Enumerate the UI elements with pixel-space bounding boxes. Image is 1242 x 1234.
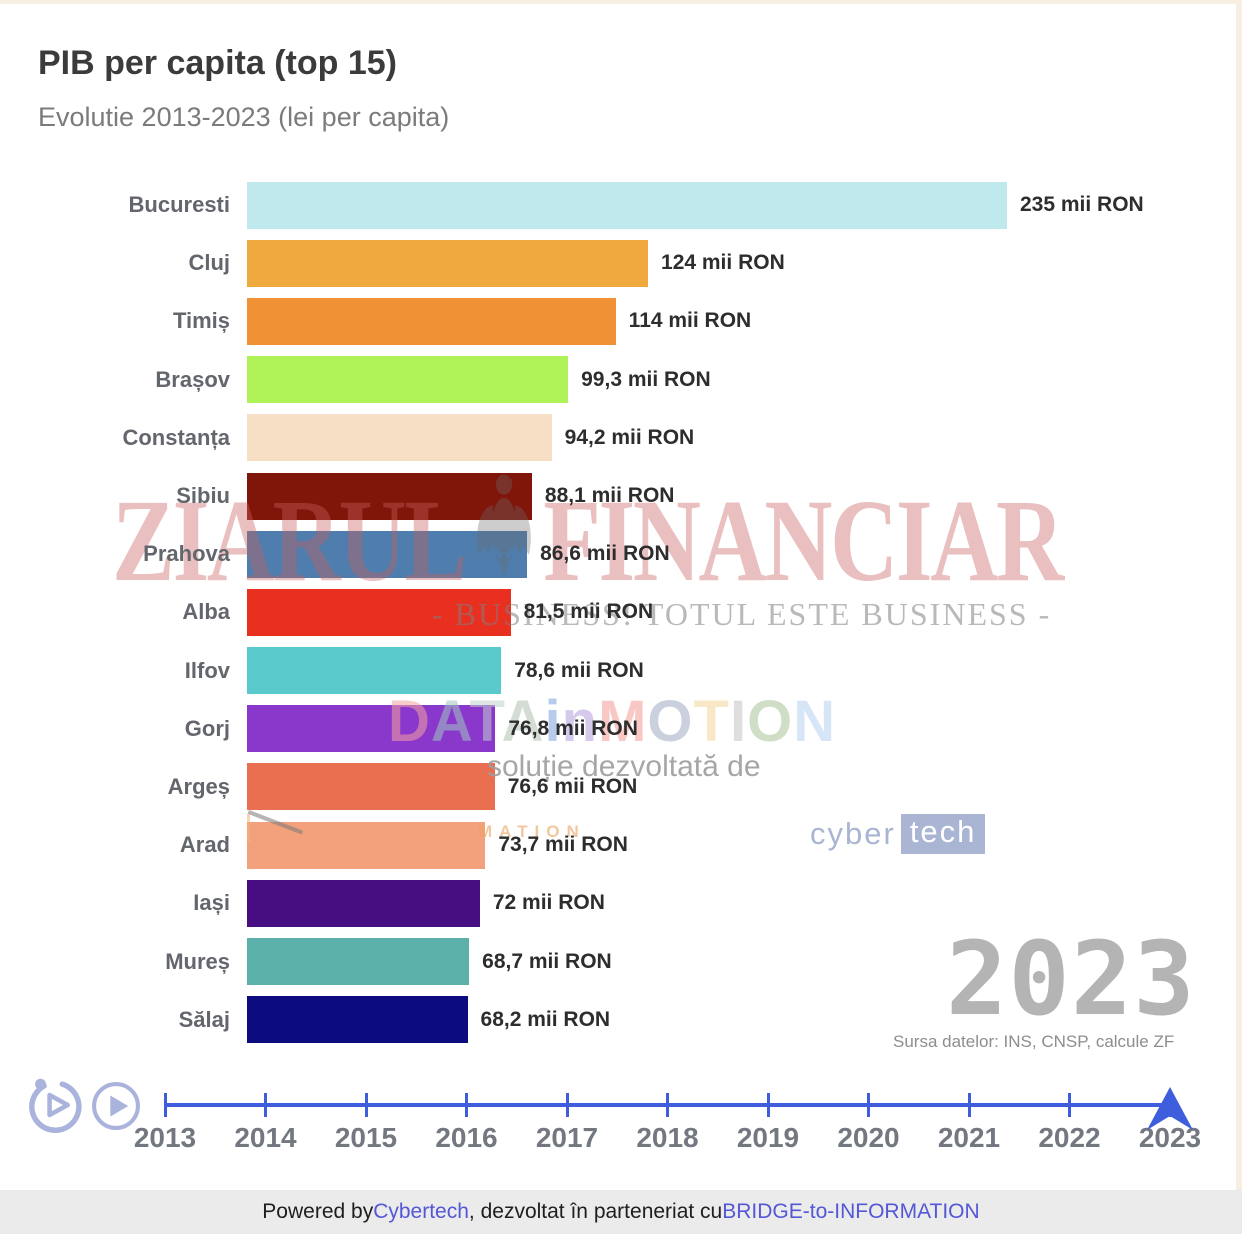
bar-cluj[interactable]: [247, 239, 649, 287]
page-title: PIB per capita (top 15): [38, 44, 397, 82]
bar-sibiu[interactable]: [247, 472, 532, 520]
bar-category-label: Brașov: [155, 366, 230, 392]
timeline-tick: [465, 1093, 468, 1117]
bar-row: Gorj 76,8 mii RON: [0, 700, 1236, 758]
timeline-year-2018[interactable]: 2018: [636, 1122, 699, 1153]
bar-value-label: 99,3 mii RON: [581, 367, 711, 391]
bar-row: Alba 81,5 mii RON: [0, 583, 1236, 641]
bar-sălaj[interactable]: [247, 996, 468, 1044]
timeline-tick: [163, 1093, 167, 1117]
bar-brașov[interactable]: [247, 356, 569, 404]
bar-category-label: Constanța: [122, 424, 230, 450]
bar-arad[interactable]: [247, 821, 486, 869]
bar-value-label: 235 mii RON: [1020, 193, 1144, 217]
bar-category-label: Bucuresti: [128, 192, 230, 218]
timeline-tick: [364, 1093, 368, 1117]
bar-category-label: Sălaj: [178, 1006, 230, 1032]
bar-argeș[interactable]: [247, 763, 495, 811]
bar-row: Sibiu 88,1 mii RON: [0, 467, 1236, 525]
bar-row: Brașov 99,3 mii RON: [0, 351, 1236, 409]
bar-category-label: Ilfov: [184, 657, 230, 683]
bar-value-label: 76,6 mii RON: [507, 774, 638, 798]
footer-link[interactable]: BRIDGE-to-INFORMATION: [722, 1200, 980, 1223]
timeline-year-2020[interactable]: 2020: [837, 1122, 900, 1153]
play-button[interactable]: [90, 1080, 142, 1137]
bar-row: Mureș 68,7 mii RON: [0, 932, 1236, 990]
footer-bar: Powered by Cybertech, dezvoltat în parte…: [0, 1190, 1242, 1234]
footer-text: , dezvoltat în parteneriat cu: [468, 1200, 723, 1223]
timeline-tick: [264, 1093, 267, 1117]
bar-row: Bucuresti 235 mii RON: [0, 176, 1236, 234]
bar-category-label: Prahova: [143, 541, 230, 567]
bar-value-label: 76,8 mii RON: [508, 716, 638, 740]
bar-value-label: 73,7 mii RON: [498, 833, 628, 857]
bar-row: Sălaj 68,2 mii RON: [0, 991, 1236, 1049]
bar-value-label: 88,1 mii RON: [544, 484, 675, 508]
timeline-year-2015[interactable]: 2015: [334, 1122, 398, 1153]
bar-value-label: 68,7 mii RON: [482, 949, 612, 973]
bar-iași[interactable]: [247, 879, 480, 927]
bar-category-label: Arad: [179, 832, 230, 858]
bar-value-label: 68,2 mii RON: [480, 1007, 611, 1031]
replay-button[interactable]: [26, 1076, 84, 1139]
bar-constanța[interactable]: [247, 414, 552, 462]
timeline-slider-arrow-icon[interactable]: [1145, 1086, 1195, 1137]
timeline-year-2022[interactable]: 2022: [1038, 1122, 1101, 1153]
timeline-tick: [666, 1093, 669, 1117]
bar-value-label: 94,2 mii RON: [564, 425, 695, 449]
bar-row: Timiș 114 mii RON: [0, 292, 1236, 350]
bar-timiș[interactable]: [247, 297, 616, 345]
bar-value-label: 86,6 mii RON: [540, 542, 670, 566]
bar-bucuresti[interactable]: [247, 181, 1007, 229]
timeline-year-2017[interactable]: 2017: [535, 1122, 599, 1153]
bar-category-label: Gorj: [184, 715, 230, 741]
bar-category-label: Mureș: [165, 948, 230, 974]
bar-category-label: Timiș: [172, 308, 230, 334]
timeline-year-2016[interactable]: 2016: [435, 1122, 498, 1153]
bar-value-label: 114 mii RON: [628, 309, 752, 333]
bar-alba[interactable]: [247, 588, 511, 636]
bar-row: Ilfov 78,6 mii RON: [0, 642, 1236, 700]
bar-value-label: 72 mii RON: [492, 891, 605, 915]
timeline-year-2013[interactable]: 2013: [133, 1122, 197, 1153]
bar-gorj[interactable]: [247, 705, 496, 753]
chart-card: PIB per capita (top 15) Evolutie 2013-20…: [0, 4, 1236, 1190]
bar-category-label: Cluj: [188, 250, 230, 276]
bar-chart: Bucuresti 235 mii RON Cluj 124 mii RON Timiș…: [0, 176, 1236, 1049]
timeline-tick: [867, 1093, 870, 1117]
timeline-year-2014[interactable]: 2014: [234, 1122, 297, 1153]
page-subtitle: Evolutie 2013-2023 (lei per capita): [38, 102, 450, 132]
bar-ilfov[interactable]: [247, 647, 502, 695]
bar-row: Argeș 76,6 mii RON: [0, 758, 1236, 816]
bar-category-label: Iași: [193, 890, 230, 916]
footer-text: Powered by: [262, 1200, 374, 1223]
bar-value-label: 78,6 mii RON: [514, 658, 644, 682]
bar-mureș[interactable]: [247, 938, 470, 986]
footer-link[interactable]: Cybertech: [373, 1200, 469, 1223]
bar-row: Constanța 94,2 mii RON: [0, 409, 1236, 467]
bar-value-label: 81,5 mii RON: [523, 600, 654, 624]
bar-category-label: Argeș: [167, 773, 230, 799]
timeline-year-2019[interactable]: 2019: [736, 1122, 800, 1153]
bar-row: Arad 73,7 mii RON: [0, 816, 1236, 874]
bar-row: Iași 72 mii RON: [0, 874, 1236, 932]
bar-row: Prahova 86,6 mii RON: [0, 525, 1236, 583]
bar-prahova[interactable]: [247, 530, 528, 578]
data-source-label: Sursa datelor: INS, CNSP, calcule ZF: [893, 1032, 1175, 1051]
bar-value-label: 124 mii RON: [661, 251, 785, 275]
current-year-label: 2023: [946, 920, 1196, 1039]
timeline-tick: [565, 1093, 569, 1117]
timeline-year-2021[interactable]: 2021: [937, 1122, 1001, 1153]
timeline-tick: [766, 1093, 770, 1117]
timeline-tick: [1068, 1093, 1071, 1117]
bar-category-label: Sibiu: [176, 483, 230, 509]
bar-row: Cluj 124 mii RON: [0, 234, 1236, 292]
timeline-tick: [967, 1093, 971, 1117]
bar-category-label: Alba: [182, 599, 230, 625]
